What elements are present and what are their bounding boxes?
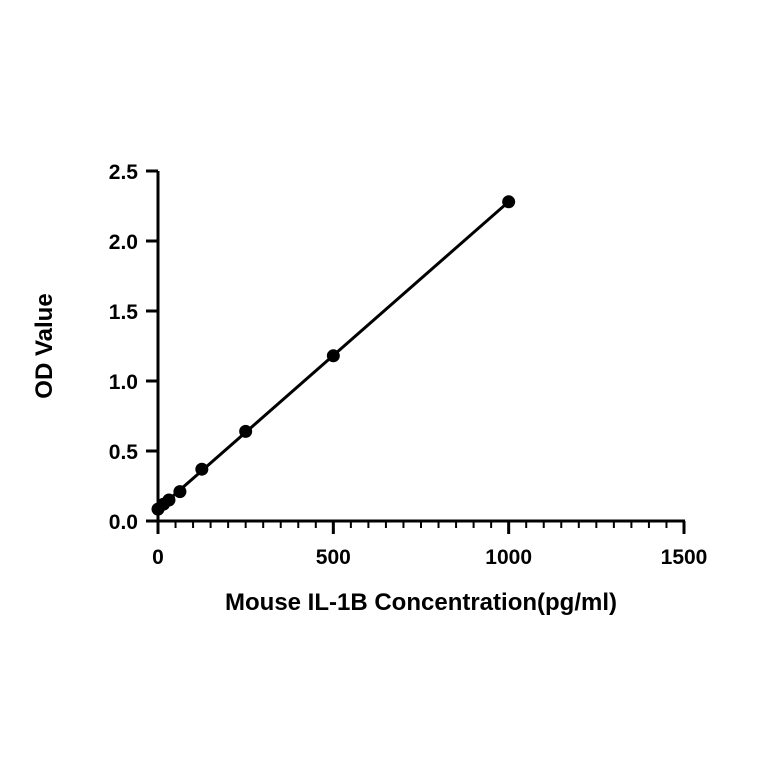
x-axis-title: Mouse IL-1B Concentration(pg/ml) [225, 589, 617, 616]
y-tick-label: 1.0 [109, 371, 138, 394]
data-points [151, 195, 516, 516]
y-tick-label: 2.5 [109, 161, 139, 184]
x-tick-label: 500 [316, 546, 351, 569]
y-tick-label: 0.5 [109, 441, 139, 464]
data-point [173, 485, 187, 499]
data-point [239, 424, 253, 438]
x-tick-label: 0 [152, 546, 164, 569]
y-tick-label: 2.0 [109, 231, 138, 254]
y-tick-label: 1.5 [109, 301, 139, 324]
data-point [195, 462, 209, 476]
y-axis-ticks: 0.0 0.5 1.0 1.5 2.0 2.5 [109, 161, 158, 534]
x-axis-ticks: 0 500 1000 1500 [152, 521, 707, 569]
x-tick-label: 1000 [485, 546, 532, 569]
y-axis-title: OD Value [31, 293, 58, 398]
data-point [502, 195, 516, 209]
x-tick-label: 1500 [661, 546, 708, 569]
data-point [326, 349, 340, 363]
data-point [162, 493, 176, 507]
y-tick-label: 0.0 [109, 511, 138, 534]
